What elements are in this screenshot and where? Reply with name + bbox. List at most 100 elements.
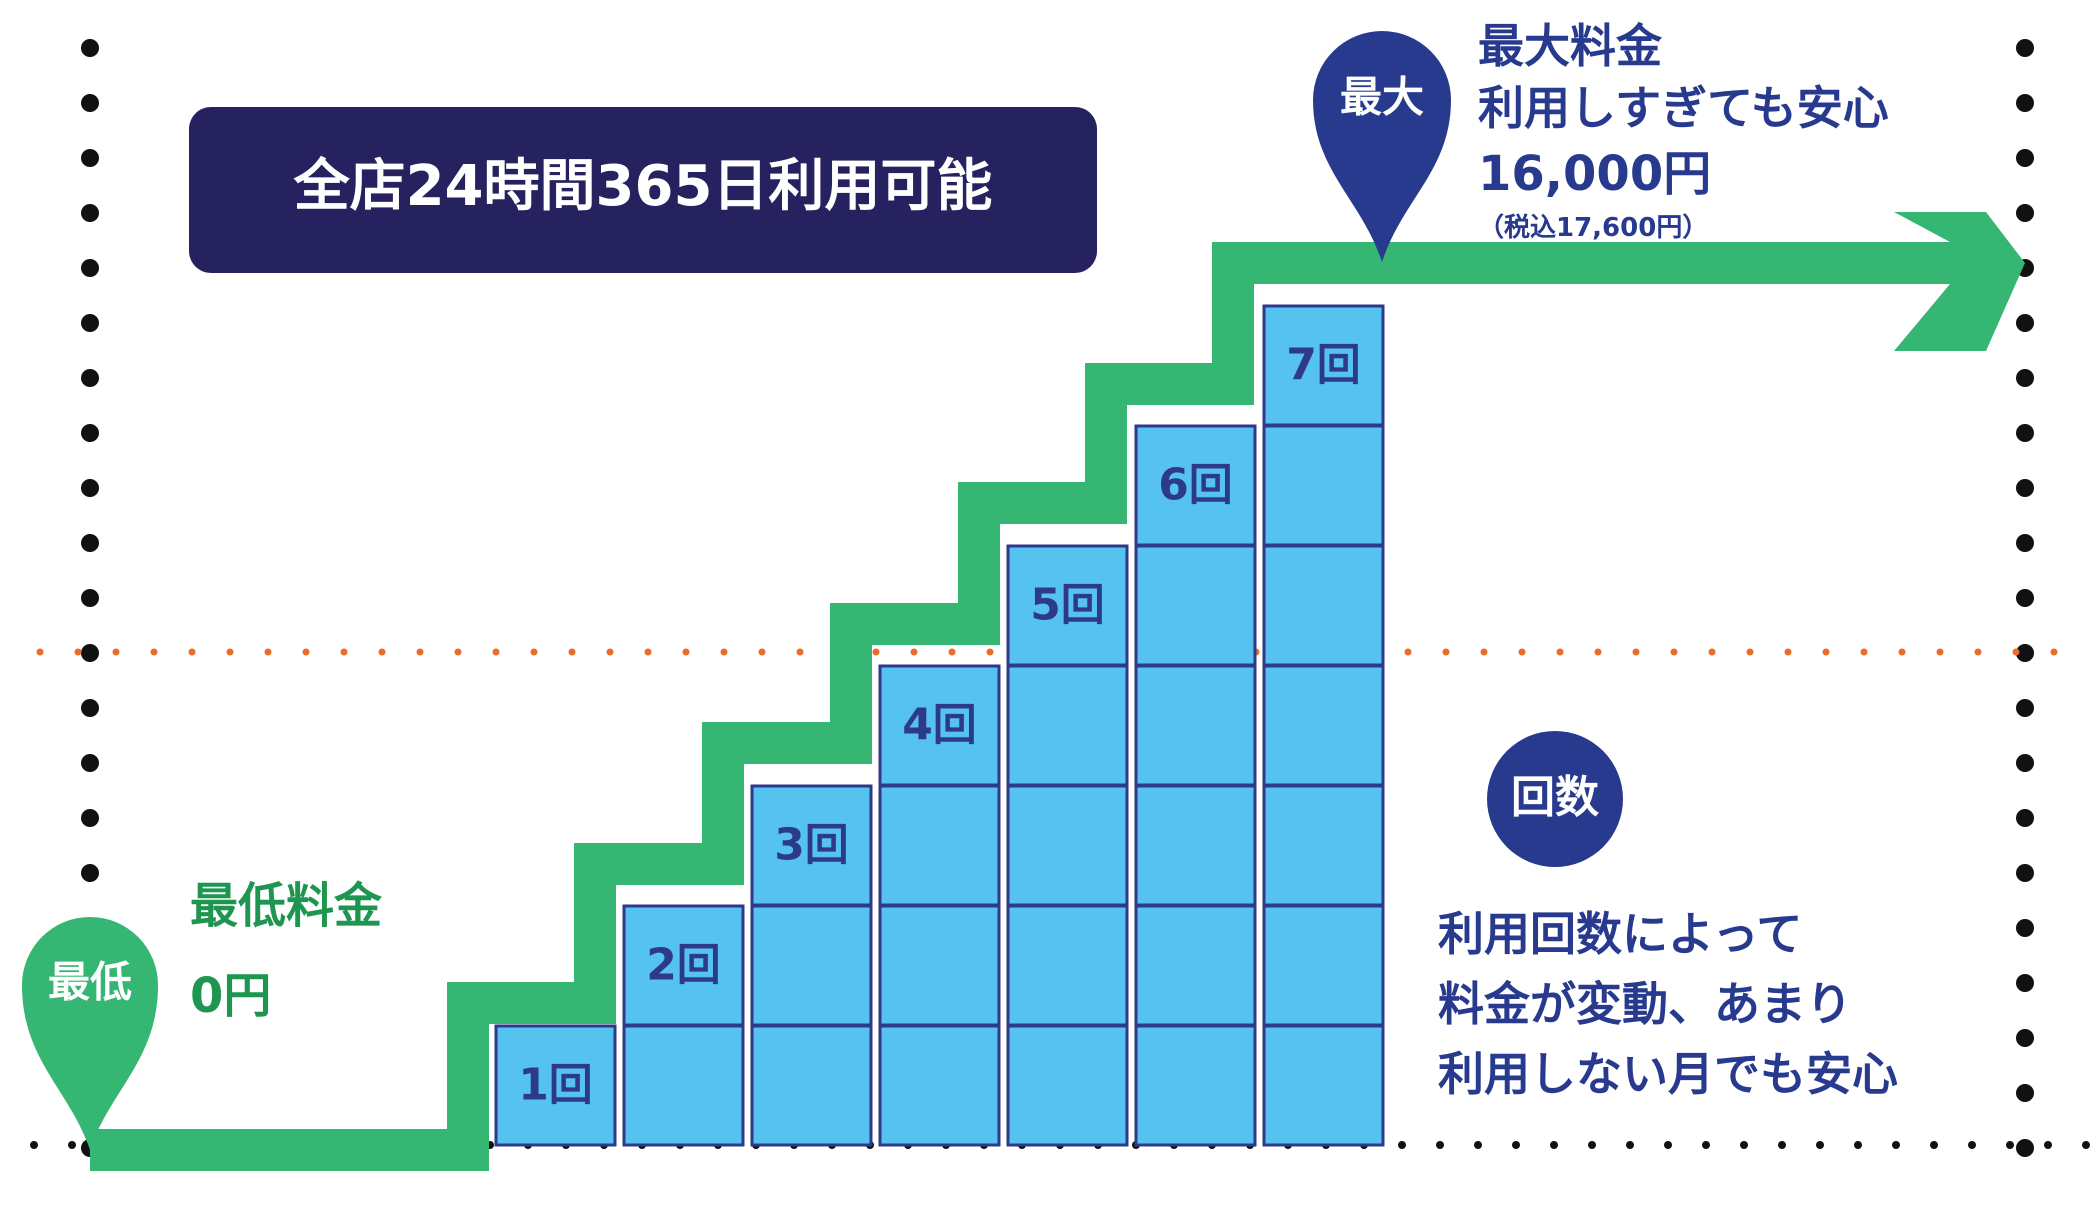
count-badge: 回数 <box>1487 731 1623 867</box>
dot <box>568 648 576 656</box>
dot <box>264 648 272 656</box>
dot <box>188 648 196 656</box>
usage-cell <box>1262 664 1385 787</box>
dot <box>1746 648 1754 656</box>
dot <box>2082 1141 2090 1149</box>
right-dotted-border <box>2016 39 2034 1157</box>
usage-cell <box>622 904 745 1027</box>
dot <box>81 149 99 167</box>
usage-cell <box>1134 424 1257 547</box>
usage-cell <box>1262 904 1385 1027</box>
dot <box>2016 1084 2034 1102</box>
dot <box>74 648 82 656</box>
max-price-tax-included: （税込17,600円） <box>1478 213 1708 243</box>
map-pin-icon <box>22 917 158 1150</box>
usage-cell <box>1134 664 1257 787</box>
dot <box>1512 1141 1520 1149</box>
dot <box>1404 648 1412 656</box>
usage-cell <box>622 1024 745 1147</box>
dot <box>1702 1141 1710 1149</box>
usage-cell <box>1134 544 1257 667</box>
usage-cell <box>1006 664 1129 787</box>
usage-cell <box>878 784 1001 907</box>
dot <box>454 648 462 656</box>
dot <box>2016 204 2034 222</box>
dot <box>1518 648 1526 656</box>
dot <box>150 648 158 656</box>
dot <box>682 648 690 656</box>
dot <box>2016 39 2034 57</box>
dot <box>81 314 99 332</box>
usage-cell <box>878 1024 1001 1147</box>
dot <box>1854 1141 1862 1149</box>
dot <box>2016 424 2034 442</box>
description: 利用回数によって 料金が変動、あまり 利用しない月でも安心 <box>1438 907 1898 1101</box>
dot <box>81 699 99 717</box>
min-price-value: 0円 <box>190 968 271 1024</box>
usage-cell <box>1262 424 1385 547</box>
dot <box>1708 648 1716 656</box>
dot <box>378 648 386 656</box>
dot <box>2012 648 2020 656</box>
dot <box>2006 1141 2014 1149</box>
usage-count-label: 1回 <box>518 1060 593 1111</box>
usage-cell <box>878 664 1001 787</box>
dot <box>1588 1141 1596 1149</box>
usage-cells: 1回 2回 3回 4回 5回 6回 7回 <box>494 304 1385 1147</box>
max-price-value: 16,000円 <box>1478 146 1711 202</box>
dot <box>302 648 310 656</box>
usage-count-label: 4回 <box>902 700 977 751</box>
header-badge: 全店24時間365日利用可能 <box>189 107 1097 273</box>
dot <box>1664 1141 1672 1149</box>
dot <box>796 648 804 656</box>
dot <box>1974 648 1982 656</box>
dot <box>1556 648 1564 656</box>
usage-cell <box>1006 784 1129 907</box>
dot <box>1594 648 1602 656</box>
header-badge-text: 全店24時間365日利用可能 <box>293 154 993 219</box>
usage-cell <box>1262 1024 1385 1147</box>
usage-cell <box>878 904 1001 1027</box>
usage-cell <box>1006 1024 1129 1147</box>
dot <box>2016 919 2034 937</box>
dot <box>2016 809 2034 827</box>
dot <box>986 648 994 656</box>
dot <box>1860 648 1868 656</box>
dot <box>2016 589 2034 607</box>
description-line-3: 利用しない月でも安心 <box>1438 1047 1898 1101</box>
dot <box>530 648 538 656</box>
dot <box>2016 1029 2034 1047</box>
max-price-title: 最大料金 <box>1478 19 1663 73</box>
dot <box>36 648 44 656</box>
usage-cell <box>750 784 873 907</box>
dot <box>416 648 424 656</box>
usage-cell <box>1134 1024 1257 1147</box>
dot <box>1936 648 1944 656</box>
dot <box>1474 1141 1482 1149</box>
dot <box>2016 534 2034 552</box>
dot <box>81 479 99 497</box>
dot <box>81 754 99 772</box>
dot <box>81 589 99 607</box>
usage-cell <box>1134 904 1257 1027</box>
max-price-subtitle: 利用しすぎても安心 <box>1478 81 1889 135</box>
dot <box>68 1141 76 1149</box>
dot <box>1670 648 1678 656</box>
count-badge-text: 回数 <box>1511 772 1599 823</box>
dot <box>948 648 956 656</box>
description-line-1: 利用回数によって <box>1438 907 1802 961</box>
dot <box>226 648 234 656</box>
dot <box>644 648 652 656</box>
dot <box>1626 1141 1634 1149</box>
dot <box>81 534 99 552</box>
dot <box>910 648 918 656</box>
description-line-2: 料金が変動、あまり <box>1438 977 1852 1031</box>
dot <box>1740 1141 1748 1149</box>
dot <box>1436 1141 1444 1149</box>
min-price-title: 最低料金 <box>190 878 383 934</box>
price-step-line <box>90 242 1383 1171</box>
dot <box>1480 648 1488 656</box>
dot <box>1550 1141 1558 1149</box>
dot <box>872 648 880 656</box>
